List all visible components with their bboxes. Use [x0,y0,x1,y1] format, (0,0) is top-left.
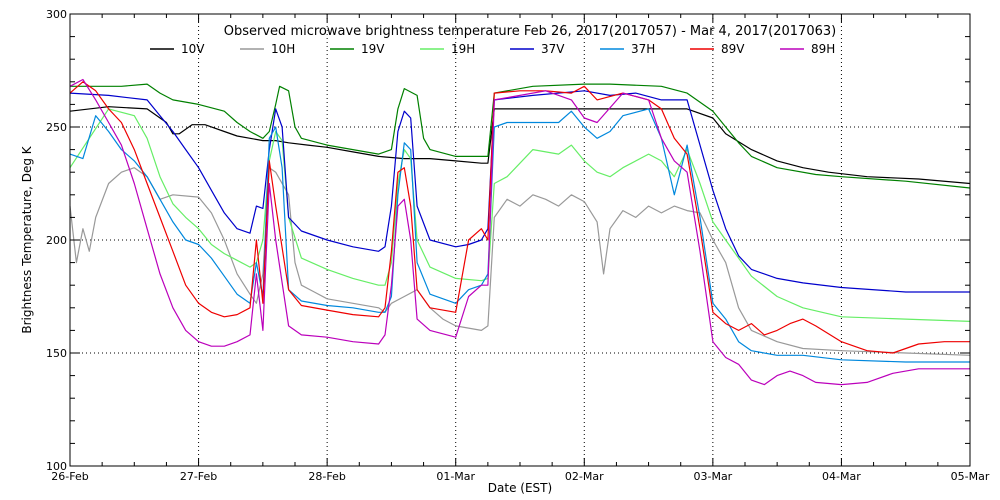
legend-label-10v: 10V [181,42,205,56]
x-tick-label: 26-Feb [51,470,88,483]
tick-labels: 26-Feb 27-Feb 28-Feb 01-Mar 02-Mar 03-Mar 04-M… [46,8,990,483]
series-line-10v [69,106,971,185]
series-line-89h [69,78,970,386]
series-line-19h [69,108,971,322]
legend-label-19h: 19H [451,42,475,56]
chart-title: Observed microwave brightness temperatur… [224,24,836,39]
series-line-89v [69,81,970,354]
x-tick-label: 01-Mar [436,470,475,483]
legend-label-89h: 89H [811,42,835,56]
y-tick-label: 100 [46,460,67,473]
legend-label-19v: 19V [361,42,385,56]
legend-label-37v: 37V [541,42,565,56]
y-tick-label: 250 [46,121,67,134]
x-tick-label: 28-Feb [308,470,345,483]
x-tick-label: 03-Mar [693,470,732,483]
series-line-37h [69,108,970,363]
x-tick-label: 27-Feb [180,470,217,483]
legend-label-10h: 10H [271,42,295,56]
axis-ticks [69,13,971,467]
grid-lines [70,14,970,466]
y-axis-title: Brightness Temperature, Deg K [20,145,34,333]
series-line-19v [70,83,971,189]
x-axis-title: Date (EST) [488,481,552,495]
legend-label-89v: 89V [721,42,745,56]
x-tick-label: 02-Mar [565,470,604,483]
legend: 10V 10H 19V 19H 37V 37H 89V 89H [150,42,835,56]
y-tick-label: 300 [46,8,67,21]
y-tick-label: 150 [46,347,67,360]
legend-label-37h: 37H [631,42,655,56]
series-line-37v [69,90,970,293]
y-tick-label: 200 [46,234,67,247]
data-series [69,78,971,386]
x-tick-label: 05-Mar [951,470,990,483]
x-tick-label: 04-Mar [822,470,861,483]
